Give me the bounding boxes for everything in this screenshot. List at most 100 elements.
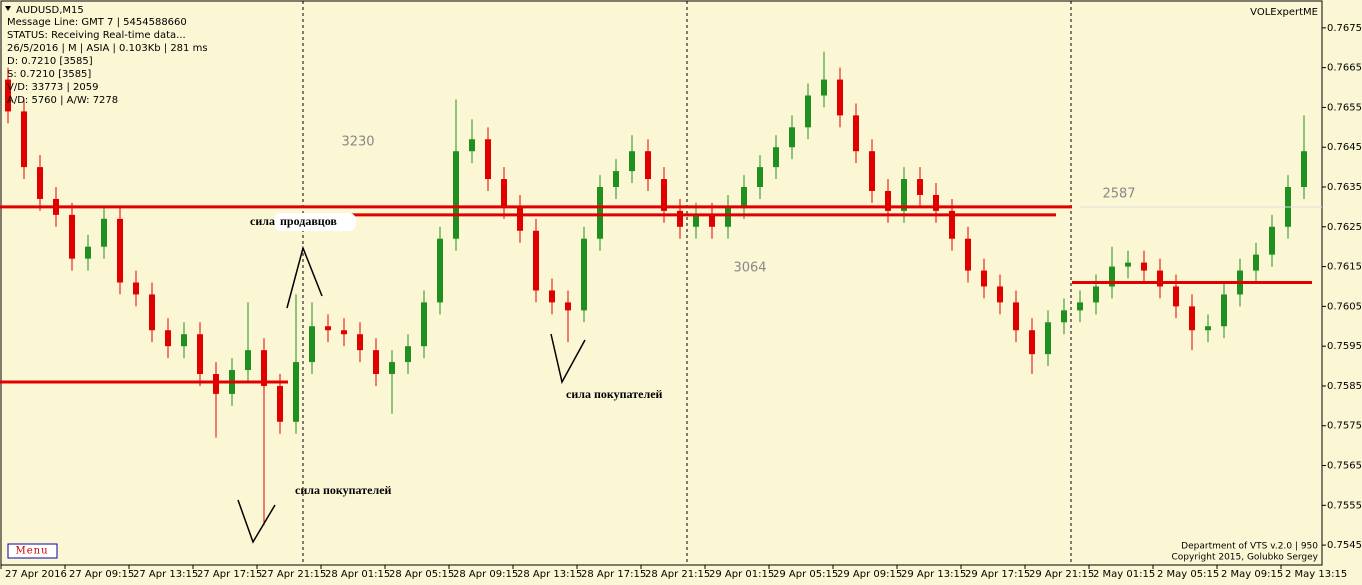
x-tick-label: 28 Apr 21:15	[645, 569, 710, 580]
menu-button[interactable]	[7, 543, 58, 559]
candle-body	[1045, 322, 1051, 355]
brand: VOLExpertME	[1250, 7, 1318, 18]
candle-body	[453, 151, 459, 239]
candle-body	[149, 294, 155, 331]
candle-body	[773, 147, 779, 168]
annotation: 2587	[1102, 187, 1135, 202]
candle-body	[581, 238, 587, 311]
candle-body	[421, 302, 427, 347]
arrow-down	[550, 333, 586, 385]
x-tick-label: 27 Apr 13:15	[133, 569, 198, 580]
x-tick-label: 2 May 09:15	[1221, 569, 1283, 580]
candle-body	[21, 111, 27, 168]
candle-body	[853, 115, 859, 152]
candle-body	[133, 282, 139, 295]
candle-body	[821, 79, 827, 96]
arrow-down	[237, 499, 276, 544]
hand-drawn-arrows	[237, 245, 586, 544]
candle-body	[37, 167, 43, 199]
label-bg	[274, 213, 356, 231]
x-tick-label: 29 Apr 01:15	[709, 569, 774, 580]
candle-body	[949, 210, 955, 239]
candle-body	[1189, 306, 1195, 331]
candle-body	[1013, 302, 1019, 331]
candle-body	[485, 139, 491, 180]
marks	[0, 51, 1312, 526]
annotation: 3064	[733, 261, 766, 276]
candle-body	[901, 179, 907, 211]
candle-body	[1269, 226, 1275, 255]
x-tick-label: 2 May 13:15	[1285, 569, 1347, 580]
y-tick-label: 0.7655	[1327, 102, 1362, 113]
candle-body	[789, 127, 795, 148]
info-line: D: 0.7210 [3585]	[7, 56, 93, 67]
x-tick-label: 29 Apr 17:15	[965, 569, 1030, 580]
y-tick-label: 0.7555	[1327, 500, 1362, 511]
candle-body	[533, 230, 539, 291]
candle-body	[1125, 262, 1131, 267]
info-line: A/D: 5760 | A/W: 7278	[7, 95, 118, 106]
y-tick-label: 0.7625	[1327, 222, 1362, 233]
annotation: сила покупателей	[566, 387, 663, 401]
candle-body	[1173, 286, 1179, 307]
candle-body	[389, 362, 395, 375]
x-tick-label: 29 Apr 21:15	[1029, 569, 1094, 580]
y-tick-label: 0.7635	[1327, 182, 1362, 193]
x-tick-label: 2 May 01:15	[1093, 569, 1155, 580]
candle-body	[277, 385, 283, 422]
x-tick-label: 28 Apr 17:15	[581, 569, 646, 580]
info-line: STATUS: Receiving Real-time data...	[7, 30, 186, 41]
collapse-icon	[5, 6, 11, 11]
footer: Copyright 2015, Golubko Sergey	[1172, 553, 1319, 563]
annotation: сила	[250, 214, 275, 228]
info-line: S: 0.7210 [3585]	[7, 69, 91, 80]
candle-body	[677, 210, 683, 227]
footer: Department of VTS v.2.0 | 950	[1181, 542, 1318, 552]
y-tick-label: 0.7575	[1327, 421, 1362, 432]
candle-body	[1029, 330, 1035, 355]
y-tick-label: 0.7645	[1327, 142, 1362, 153]
candle-body	[165, 330, 171, 347]
candle-body	[357, 334, 363, 351]
candle-body	[213, 374, 219, 394]
candle-body	[85, 246, 91, 259]
candle-body	[885, 190, 891, 211]
candle-body	[1061, 310, 1067, 323]
candle-body	[469, 139, 475, 152]
candle-body	[693, 214, 699, 227]
candle-body	[1141, 262, 1147, 271]
info-line: Message Line: GMT 7 | 5454588660	[7, 17, 187, 28]
candle-body	[965, 238, 971, 271]
y-tick-label: 0.7565	[1327, 461, 1362, 472]
candle-body	[1205, 326, 1211, 331]
y-tick-label: 0.7675	[1327, 23, 1362, 34]
candle-body	[981, 270, 987, 287]
y-tick-label: 0.7545	[1327, 540, 1362, 551]
x-tick-label: 27 Apr 09:15	[69, 569, 134, 580]
menu-label[interactable]: Menu	[15, 546, 48, 557]
y-tick-label: 0.7665	[1327, 63, 1362, 74]
candle-body	[613, 171, 619, 188]
candle-body	[501, 179, 507, 207]
symbol: AUDUSD,M15	[16, 5, 84, 16]
candle-body	[549, 290, 555, 303]
x-tick-label: 28 Apr 13:15	[517, 569, 582, 580]
annotation: 3230	[341, 135, 374, 150]
x-tick-label: 28 Apr 09:15	[453, 569, 518, 580]
candle-body	[757, 167, 763, 188]
info-line: V/D: 33773 | 2059	[7, 82, 98, 93]
x-tick-label: 27 Apr 21:15	[261, 569, 326, 580]
session-separators	[302, 1, 1072, 565]
candle-body	[1077, 302, 1083, 311]
candle-body	[837, 79, 843, 116]
candle-body	[629, 151, 635, 172]
x-tick-label: 29 Apr 09:15	[837, 569, 902, 580]
candle-body	[261, 350, 267, 386]
candle-body	[69, 214, 75, 259]
arrow-up	[286, 245, 323, 309]
y-tick-label: 0.7615	[1327, 262, 1362, 273]
x-tick-label: 2 May 05:15	[1157, 569, 1219, 580]
x-tick-label: 28 Apr 01:15	[325, 569, 390, 580]
